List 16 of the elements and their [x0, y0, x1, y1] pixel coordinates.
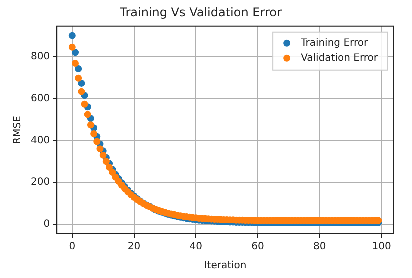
x-tick-label: 80	[314, 242, 326, 253]
chart-title: Training Vs Validation Error	[119, 5, 282, 20]
y-tick-label: 600	[30, 93, 50, 104]
y-tick-label: 800	[30, 51, 50, 62]
y-axis-title: RMSE	[12, 116, 24, 144]
legend-label: Validation Error	[301, 52, 379, 64]
x-tick-label: 100	[372, 242, 392, 253]
x-tick-label: 0	[69, 242, 76, 253]
y-tick-label: 0	[44, 219, 50, 230]
y-tick-label: 400	[30, 135, 50, 146]
x-tick-label: 20	[128, 242, 141, 253]
legend-label: Training Error	[300, 38, 369, 49]
x-axis-title: Iteration	[204, 260, 247, 272]
x-tick-label: 40	[190, 242, 203, 253]
x-tick-label: 60	[252, 242, 264, 253]
y-tick-label: 200	[30, 177, 50, 188]
